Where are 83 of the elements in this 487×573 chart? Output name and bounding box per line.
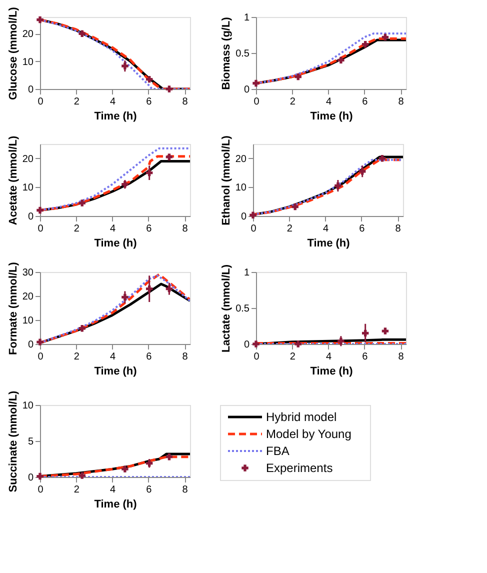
y-tick-label: 0.5 [236,304,250,314]
legend-label: Model by Young [266,427,352,441]
x-tick-label: 2 [74,224,80,234]
y-tick-label: 10 [235,182,247,194]
x-axis-title: Time (h) [94,238,138,250]
point [338,56,344,64]
y-tick-label: 0 [28,84,34,96]
x-tick-label: 2 [74,352,80,362]
x-tick-label: 0 [250,224,257,234]
x-tick-label: 6 [362,96,368,108]
x-tick-label: 0 [38,224,44,234]
point [78,472,86,479]
legend-label: Hybrid model [266,410,337,424]
x-tick-label: 4 [326,96,332,108]
x-tick-label: 4 [110,96,116,108]
y-tick-label: 0 [28,472,34,484]
x-axis-title: Time (h) [307,238,350,250]
x-tick-label: 8 [395,224,402,234]
y-tick-label: 0 [244,340,250,350]
y-tick-label: 0 [244,84,250,96]
x-tick-label: 6 [146,224,152,234]
x-tick-label: 6 [146,96,152,108]
x-axis-title: Time (h) [310,110,354,122]
x-tick-label: 2 [290,352,296,362]
y-tick-label: 20 [22,292,34,302]
point [166,86,173,92]
x-tick-label: 4 [110,224,116,234]
y-tick-label: 0 [28,340,34,350]
x-tick-label: 6 [362,352,368,362]
y-axis-title: Succinate (mmol/L) [7,390,20,492]
y-tick-label: 20 [22,29,34,40]
x-tick-label: 2 [290,96,296,108]
y-axis-title: Lactate (mmol/L) [220,264,233,353]
x-tick-label: 0 [254,352,260,362]
x-tick-label: 0 [254,96,260,108]
y-axis-title: Ethanol (mmol/L) [220,135,232,226]
x-tick-label: 2 [74,484,80,496]
y-tick-label: 1 [244,268,250,278]
x-tick-label: 8 [182,484,188,496]
x-tick-label: 0 [38,484,44,496]
y-axis-title: Acetate (mmol/L) [7,136,20,226]
y-tick-label: 30 [22,268,34,278]
x-tick-label: 4 [110,352,116,362]
y-tick-label: 5 [28,436,34,448]
x-tick-label: 6 [146,352,152,362]
y-tick-label: 20 [22,154,34,165]
x-tick-label: 4 [326,352,332,362]
x-tick-label: 2 [286,224,293,234]
y-tick-label: 10 [22,400,34,412]
x-tick-label: 0 [38,96,44,108]
y-axis-title: Formate (mmol/L) [7,262,20,355]
x-tick-label: 8 [182,224,188,234]
x-tick-label: 6 [146,484,152,496]
y-axis-title: Glucose (mmol/L) [7,6,20,100]
y-axis-title: Biomass (g/L) [220,16,233,90]
point [36,206,44,214]
y-tick-label: 0 [28,212,34,222]
y-tick-label: 10 [22,182,34,194]
y-tick-label: 0.5 [236,48,250,60]
legend-label: FBA [266,444,290,458]
x-tick-label: 0 [38,352,44,362]
x-tick-label: 4 [110,484,116,496]
x-tick-label: 4 [323,224,330,234]
x-tick-label: 6 [359,224,366,234]
point [252,80,260,87]
point [294,340,302,348]
x-axis-title: Time (h) [94,366,138,378]
point [36,16,44,24]
x-tick-label: 8 [398,96,404,108]
y-tick-label: 20 [235,154,247,165]
y-tick-label: 10 [22,316,34,326]
x-tick-label: 8 [182,352,188,362]
y-tick-label: 0 [240,212,247,222]
y-tick-label: 1 [244,12,250,24]
legend-label: Experiments [266,461,333,475]
x-axis-title: Time (h) [310,366,354,378]
y-tick-label: 10 [22,56,34,68]
x-tick-label: 2 [74,96,80,108]
x-axis-title: Time (h) [94,498,138,510]
x-axis-title: Time (h) [94,110,138,122]
x-tick-label: 8 [398,352,404,362]
point [166,154,173,160]
x-tick-label: 8 [182,96,188,108]
